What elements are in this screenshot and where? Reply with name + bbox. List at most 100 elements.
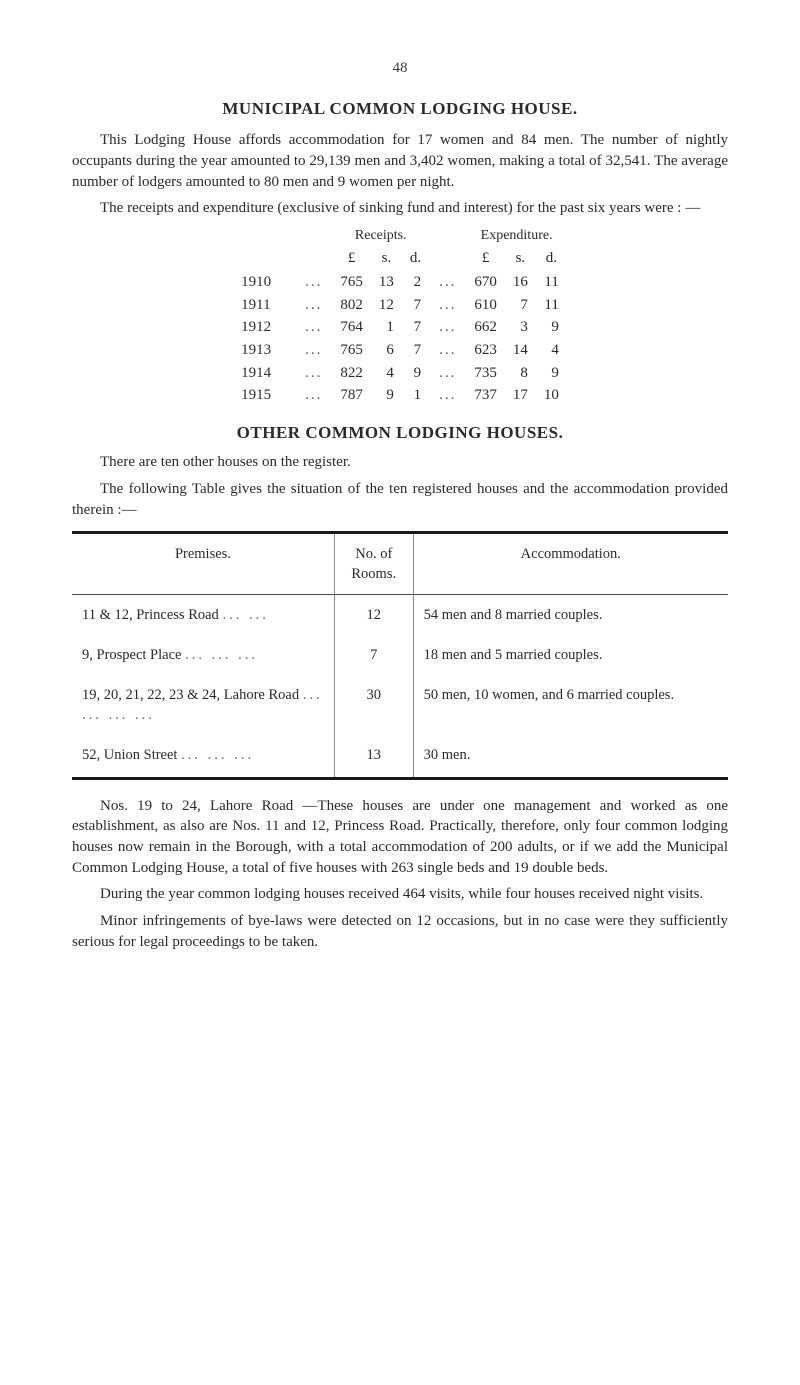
para-other-2: The following Table gives the situation … [72, 479, 728, 520]
rx-rs: 4 [371, 362, 402, 385]
rx-year: 1912 [233, 316, 295, 339]
heading-municipal: MUNICIPAL COMMON LODGING HOUSE. [72, 97, 728, 120]
rx-eL: 623 [466, 339, 505, 362]
heading-other: OTHER COMMON LODGING HOUSES. [72, 421, 728, 444]
page-number: 48 [72, 58, 728, 79]
rx-year: 1914 [233, 362, 295, 385]
rx-dots: ... [429, 316, 466, 339]
rx-rs: 13 [371, 271, 402, 294]
para-closing-3: Minor infringements of bye-laws were det… [72, 911, 728, 952]
prem-cell-premises: 11 & 12, Princess Road ... ... [72, 594, 334, 635]
prem-cell-acc: 54 men and 8 married couples. [413, 594, 728, 635]
rx-dots: ... [295, 362, 332, 385]
prem-body: 11 & 12, Princess Road ... ...1254 men a… [72, 594, 728, 778]
rx-dots: ... [429, 271, 466, 294]
prem-cell-rooms: 7 [334, 635, 413, 675]
rx-eL: 662 [466, 316, 505, 339]
rx-rd: 7 [402, 339, 429, 362]
rx-year: 1913 [233, 339, 295, 362]
premises-row: 52, Union Street ... ... ...1330 men. [72, 735, 728, 779]
prem-head-rooms: No. of Rooms. [334, 532, 413, 594]
rx-rs: 9 [371, 384, 402, 407]
rx-rs: 6 [371, 339, 402, 362]
rx-year: 1910 [233, 271, 295, 294]
rx-row: 1915...78791...7371710 [233, 384, 567, 407]
rx-rs: 12 [371, 294, 402, 317]
rx-es: 8 [505, 362, 536, 385]
rx-row: 1910...765132...6701611 [233, 271, 567, 294]
rx-body: 1910...765132...67016111911...802127...6… [233, 271, 567, 407]
fill-dots: ... ... ... [181, 747, 254, 763]
para-closing-2: During the year common lodging houses re… [72, 884, 728, 905]
rx-rL: 764 [332, 316, 371, 339]
col-group-expenditure: Expenditure. [466, 225, 567, 247]
prem-cell-acc: 30 men. [413, 735, 728, 779]
rx-es: 3 [505, 316, 536, 339]
rx-year: 1911 [233, 294, 295, 317]
prem-cell-premises: 52, Union Street ... ... ... [72, 735, 334, 779]
rx-ed: 11 [536, 294, 567, 317]
premises-table: Premises. No. of Rooms. Accommodation. 1… [72, 531, 728, 780]
rx-unit-L-1: £ [332, 247, 371, 271]
rx-rd: 2 [402, 271, 429, 294]
premises-row: 9, Prospect Place ... ... ...718 men and… [72, 635, 728, 675]
rx-row: 1912...76417...66239 [233, 316, 567, 339]
rx-dots: ... [295, 384, 332, 407]
para-intro-2: The receipts and expenditure (exclusive … [72, 198, 728, 219]
rx-row: 1911...802127...610711 [233, 294, 567, 317]
rx-dots: ... [295, 271, 332, 294]
rx-unit-s-1: s. [371, 247, 402, 271]
receipts-expenditure-table: Receipts. Expenditure. £ s. d. £ s. d. 1… [233, 225, 567, 407]
rx-rL: 765 [332, 271, 371, 294]
rx-eL: 737 [466, 384, 505, 407]
fill-dots: ... ... [222, 607, 268, 623]
rx-eL: 670 [466, 271, 505, 294]
rx-row: 1914...82249...73589 [233, 362, 567, 385]
fill-dots: ... ... ... [185, 647, 258, 663]
rx-rL: 765 [332, 339, 371, 362]
premises-row: 19, 20, 21, 22, 23 & 24, Lahore Road ...… [72, 675, 728, 735]
rx-rL: 822 [332, 362, 371, 385]
rx-rL: 787 [332, 384, 371, 407]
rx-rd: 9 [402, 362, 429, 385]
rx-dots: ... [429, 294, 466, 317]
rx-rs: 1 [371, 316, 402, 339]
para-closing-1: Nos. 19 to 24, Lahore Road —These houses… [72, 796, 728, 879]
rx-dots: ... [429, 339, 466, 362]
rx-dots: ... [295, 316, 332, 339]
para-intro-1: This Lodging House affords accommodation… [72, 130, 728, 192]
rx-rd: 1 [402, 384, 429, 407]
rx-rL: 802 [332, 294, 371, 317]
rx-ed: 9 [536, 316, 567, 339]
rx-unit-d-1: d. [402, 247, 429, 271]
prem-head-acc: Accommodation. [413, 532, 728, 594]
rx-eL: 610 [466, 294, 505, 317]
prem-cell-rooms: 13 [334, 735, 413, 779]
rx-dots: ... [429, 384, 466, 407]
rx-rd: 7 [402, 294, 429, 317]
rx-unit-d-2: d. [536, 247, 567, 271]
prem-head-premises: Premises. [72, 532, 334, 594]
rx-dots: ... [429, 362, 466, 385]
rx-dots: ... [295, 339, 332, 362]
fill-dots: ... ... ... ... [82, 687, 323, 723]
prem-cell-premises: 19, 20, 21, 22, 23 & 24, Lahore Road ...… [72, 675, 334, 735]
rx-ed: 10 [536, 384, 567, 407]
rx-ed: 4 [536, 339, 567, 362]
rx-year: 1915 [233, 384, 295, 407]
prem-cell-acc: 50 men, 10 women, and 6 married couples. [413, 675, 728, 735]
rx-es: 16 [505, 271, 536, 294]
rx-ed: 9 [536, 362, 567, 385]
prem-cell-rooms: 30 [334, 675, 413, 735]
rx-dots: ... [295, 294, 332, 317]
prem-cell-acc: 18 men and 5 married couples. [413, 635, 728, 675]
para-other-1: There are ten other houses on the regist… [72, 452, 728, 473]
rx-es: 17 [505, 384, 536, 407]
rx-row: 1913...76567...623144 [233, 339, 567, 362]
rx-es: 14 [505, 339, 536, 362]
rx-unit-L-2: £ [466, 247, 505, 271]
prem-cell-rooms: 12 [334, 594, 413, 635]
rx-eL: 735 [466, 362, 505, 385]
rx-es: 7 [505, 294, 536, 317]
rx-rd: 7 [402, 316, 429, 339]
